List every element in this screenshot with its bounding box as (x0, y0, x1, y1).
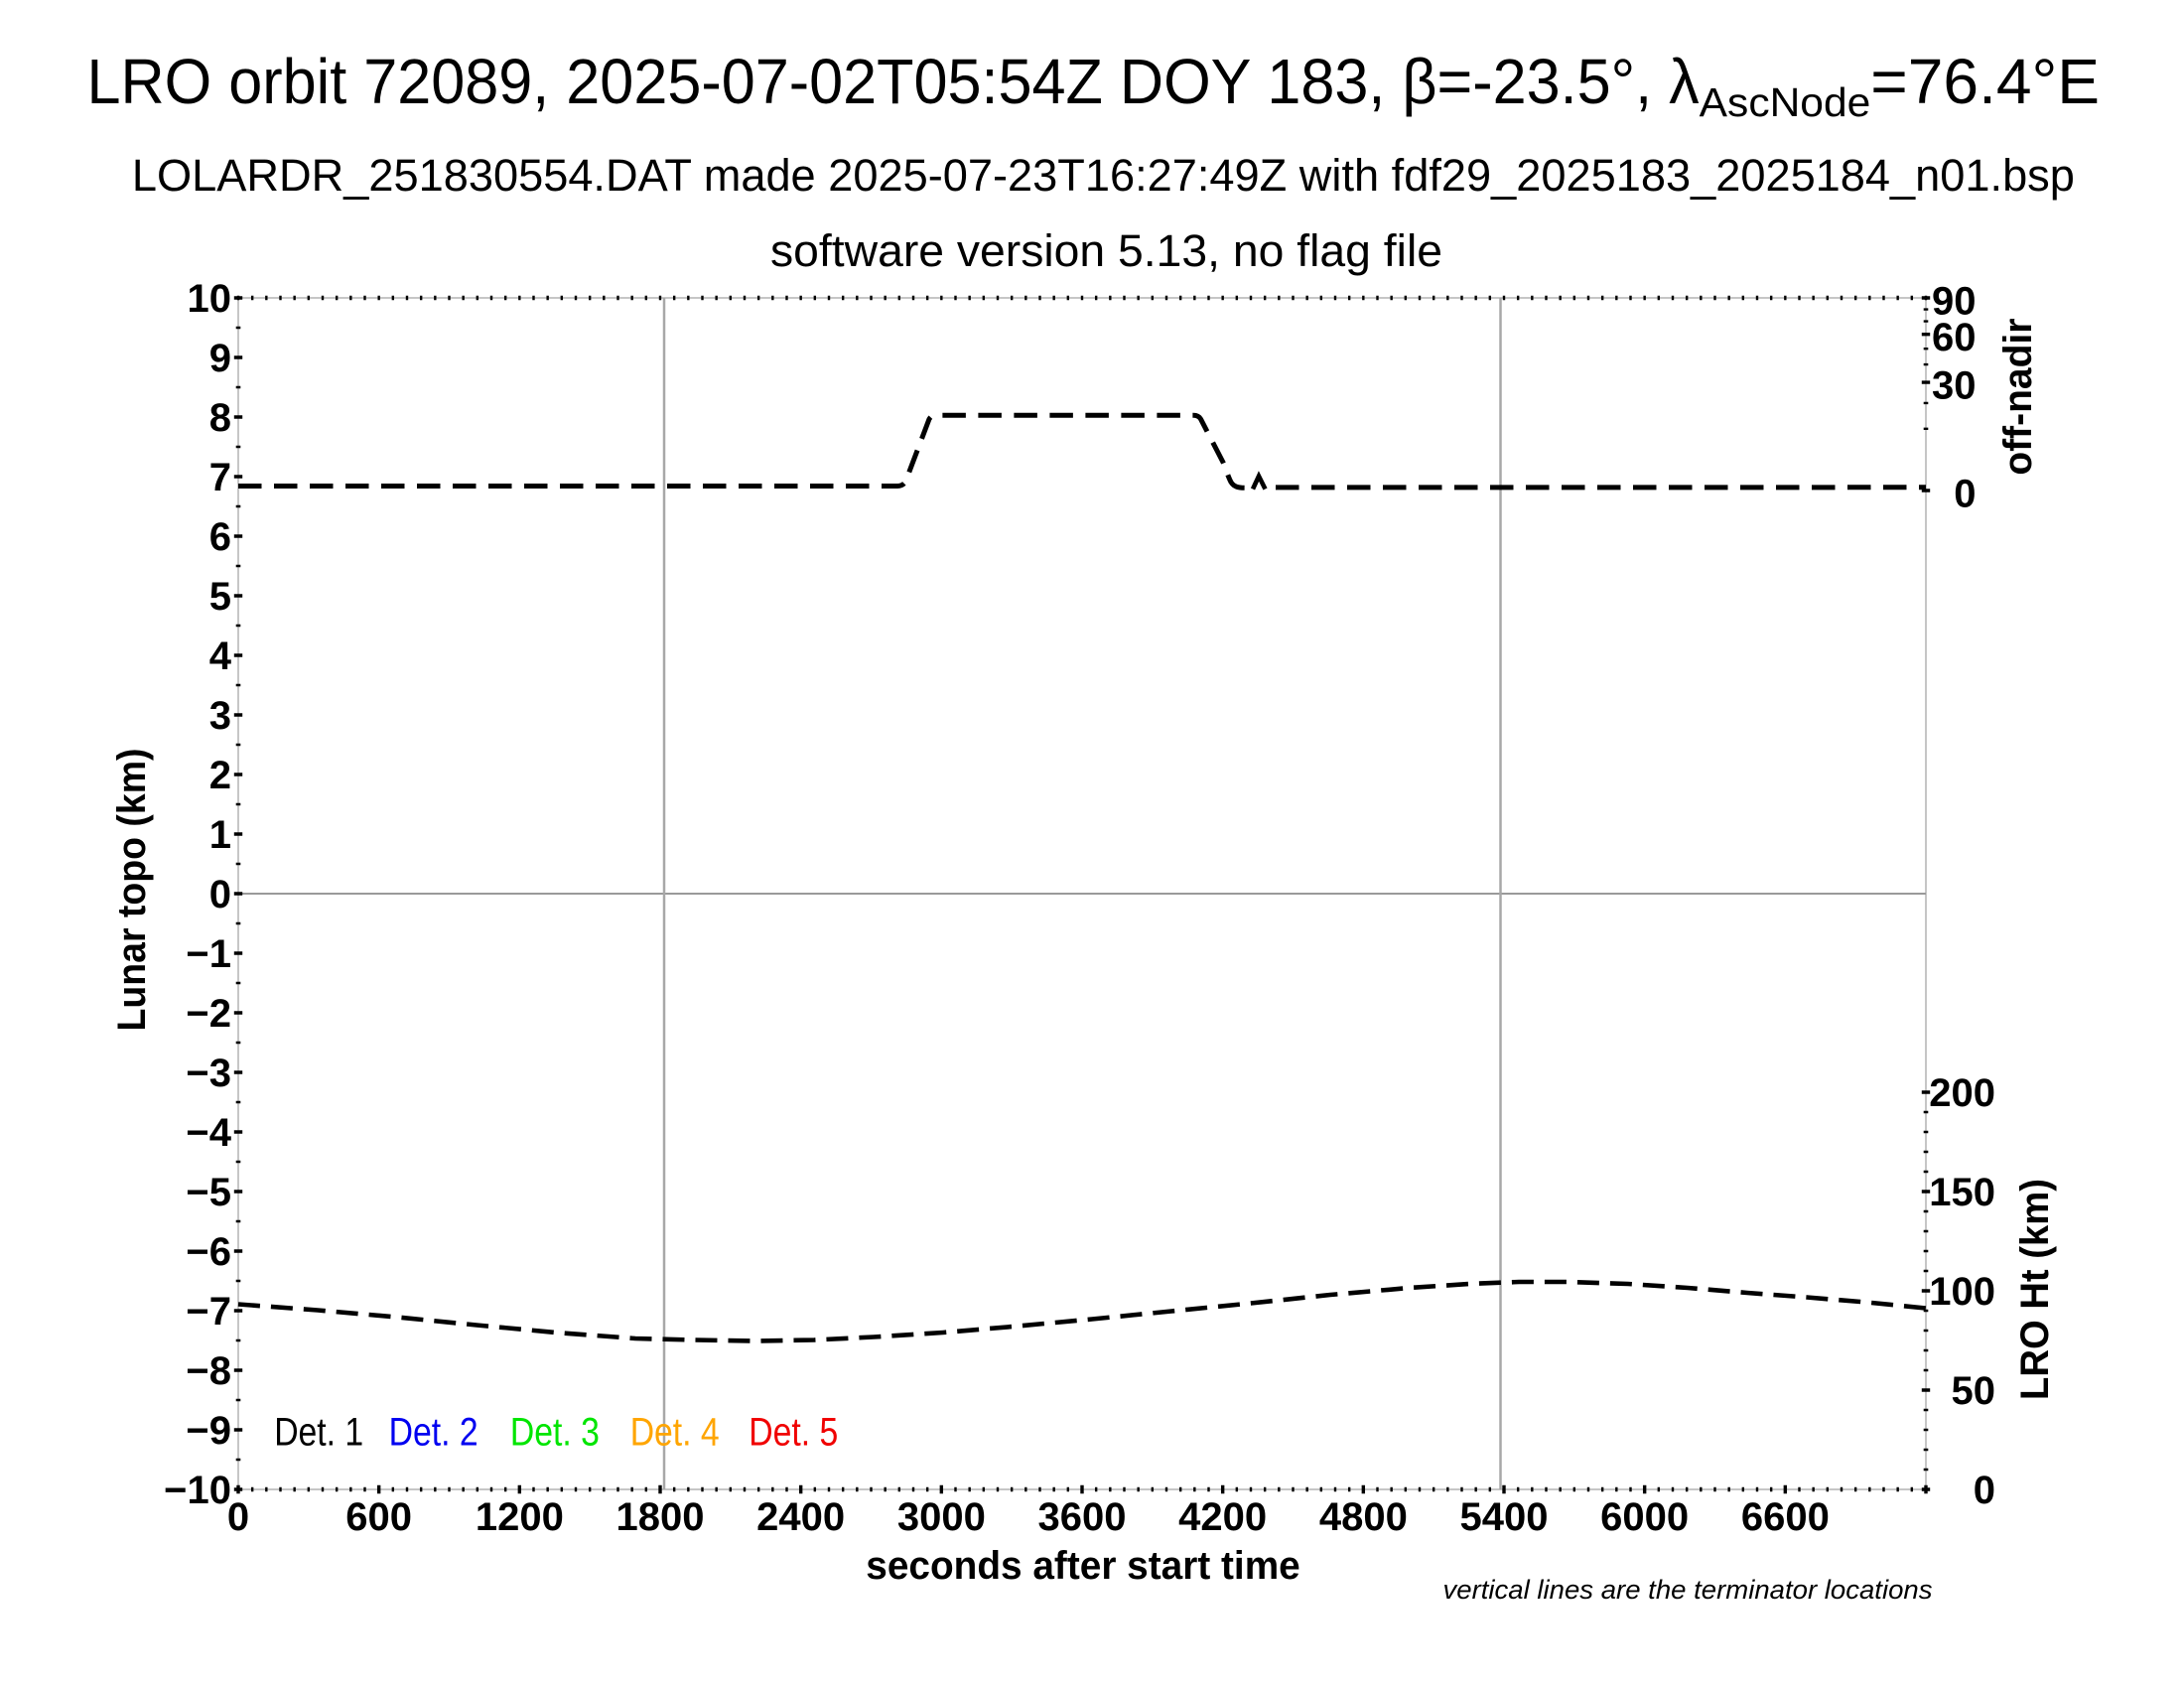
svg-text:60: 60 (1932, 316, 1977, 359)
svg-text:9: 9 (209, 337, 231, 380)
svg-text:0: 0 (1954, 473, 1976, 516)
svg-text:−8: −8 (186, 1349, 231, 1393)
svg-text:−10: −10 (164, 1469, 231, 1512)
svg-text:vertical lines are the termina: vertical lines are the terminator locati… (1443, 1575, 1933, 1605)
svg-text:0: 0 (209, 873, 231, 916)
svg-text:150: 150 (1929, 1171, 1995, 1214)
svg-text:0: 0 (227, 1495, 249, 1539)
svg-text:LOLARDR_251830554.DAT made 202: LOLARDR_251830554.DAT made 2025-07-23T16… (132, 150, 2075, 201)
svg-text:1800: 1800 (616, 1495, 705, 1539)
svg-text:−3: −3 (186, 1052, 231, 1095)
svg-text:Det. 3: Det. 3 (510, 1411, 600, 1455)
svg-text:50: 50 (1952, 1369, 1996, 1413)
svg-text:600: 600 (345, 1495, 412, 1539)
svg-text:1: 1 (209, 813, 231, 857)
svg-text:Lunar topo (km): Lunar topo (km) (110, 749, 154, 1032)
svg-text:30: 30 (1932, 364, 1977, 408)
svg-text:seconds after start time: seconds after start time (866, 1544, 1300, 1588)
svg-text:200: 200 (1929, 1071, 1995, 1115)
svg-text:5400: 5400 (1460, 1495, 1549, 1539)
svg-text:8: 8 (209, 396, 231, 440)
svg-text:software version 5.13, no flag: software version 5.13, no flag file (770, 225, 1442, 276)
svg-text:Det. 2: Det. 2 (389, 1411, 478, 1455)
svg-text:−5: −5 (186, 1171, 231, 1214)
svg-text:0: 0 (1974, 1469, 1995, 1512)
svg-text:2400: 2400 (756, 1495, 845, 1539)
svg-text:−2: −2 (186, 992, 231, 1036)
svg-text:4: 4 (209, 634, 232, 678)
svg-text:−6: −6 (186, 1230, 231, 1274)
svg-text:−9: −9 (186, 1409, 231, 1453)
svg-text:5: 5 (209, 575, 231, 619)
svg-text:6000: 6000 (1600, 1495, 1689, 1539)
svg-text:4200: 4200 (1178, 1495, 1267, 1539)
svg-text:100: 100 (1929, 1270, 1995, 1314)
svg-text:AscNode: AscNode (1700, 79, 1871, 125)
svg-text:1200: 1200 (476, 1495, 564, 1539)
svg-text:6: 6 (209, 515, 231, 559)
svg-text:−7: −7 (186, 1290, 231, 1334)
svg-text:LRO Ht (km): LRO Ht (km) (2013, 1179, 2057, 1400)
svg-text:3000: 3000 (897, 1495, 986, 1539)
svg-text:Det. 1: Det. 1 (274, 1411, 363, 1455)
svg-text:2: 2 (209, 754, 231, 797)
svg-text:3600: 3600 (1038, 1495, 1127, 1539)
svg-text:LRO orbit 72089, 2025-07-02T05: LRO orbit 72089, 2025-07-02T05:54Z DOY 1… (87, 46, 1700, 117)
svg-text:Det. 5: Det. 5 (749, 1411, 838, 1455)
svg-text:7: 7 (209, 456, 231, 499)
svg-text:off-nadir: off-nadir (1996, 319, 2040, 476)
svg-text:Det. 4: Det. 4 (630, 1411, 720, 1455)
svg-text:3: 3 (209, 694, 231, 738)
svg-text:90: 90 (1932, 280, 1977, 324)
svg-text:10: 10 (188, 277, 232, 321)
svg-text:−1: −1 (186, 932, 231, 976)
svg-text:4800: 4800 (1319, 1495, 1408, 1539)
svg-text:−4: −4 (186, 1111, 231, 1155)
svg-text:=76.4°E: =76.4°E (1870, 46, 2100, 117)
svg-text:6600: 6600 (1741, 1495, 1830, 1539)
